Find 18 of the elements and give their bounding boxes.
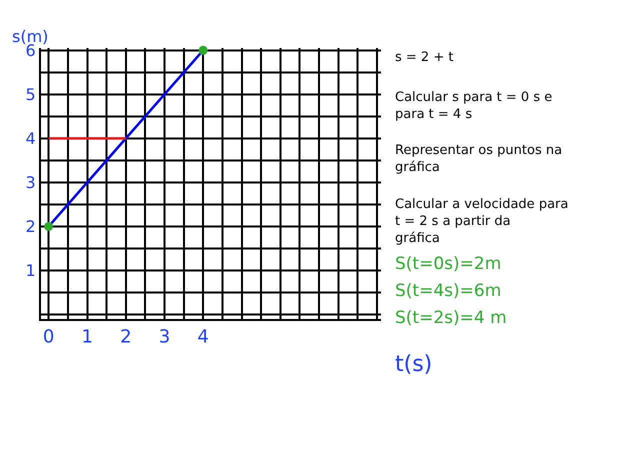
x-axis-title: t(s): [395, 352, 432, 377]
x-tick-label: 1: [82, 326, 93, 348]
text: S(t=4s)=6m: [395, 281, 502, 301]
y-tick-label: 5: [26, 84, 36, 104]
text: Calcular s para t = 0 s e para t = 4 s: [395, 90, 552, 122]
y-tick-label: 3: [26, 173, 36, 192]
text: S(t=0s)=2m: [395, 254, 502, 274]
text: S(t=2s)=4 m: [395, 308, 507, 328]
x-tick-label: 2: [120, 326, 132, 348]
text: Calcular a velocidade para t = 2 s a partir da gráfica: [395, 197, 568, 246]
x-tick-label: 4: [197, 326, 209, 348]
x-tick-label: 3: [158, 326, 170, 348]
text: s = 2 + t: [395, 50, 454, 65]
y-tick-label: 2: [26, 217, 36, 236]
y-tick-label: 1: [26, 261, 36, 280]
text: Representar os puntos na gráfica: [395, 143, 562, 175]
x-tick-label: 0: [42, 326, 54, 348]
y-tick-label: 4: [26, 128, 36, 148]
